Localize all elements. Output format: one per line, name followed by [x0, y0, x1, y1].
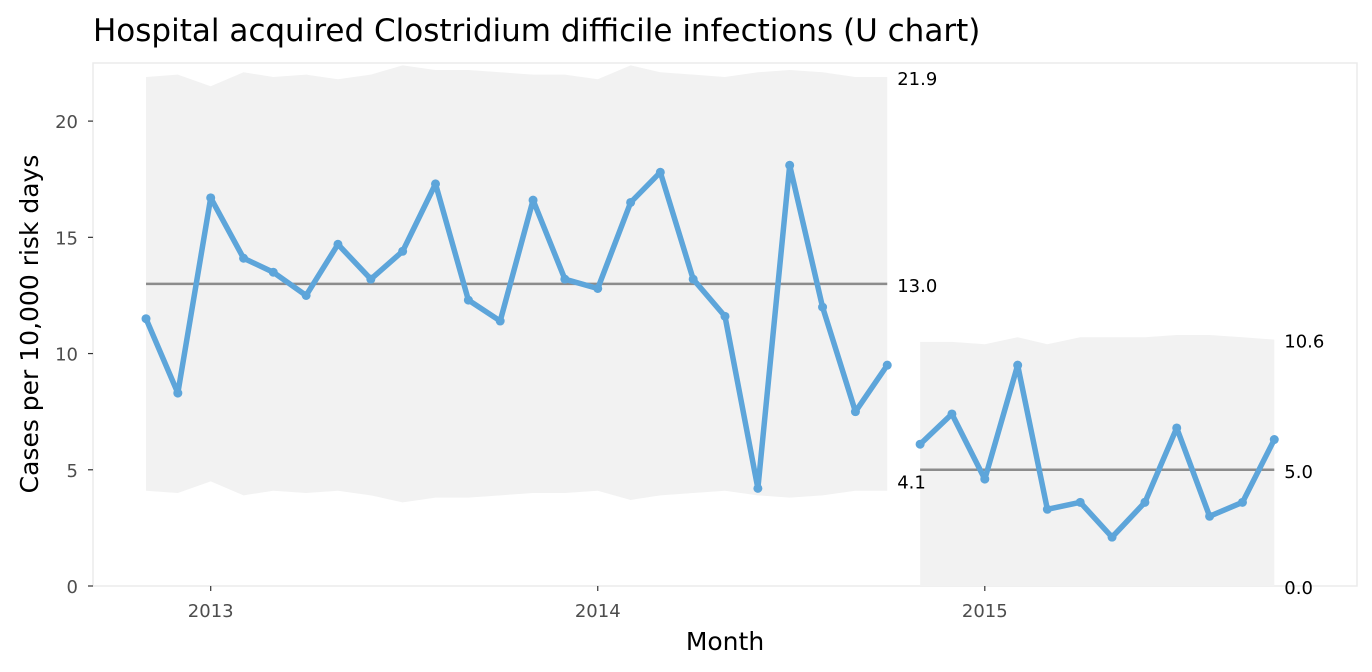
x-tick-label: 2013: [188, 601, 234, 622]
data-point: [1269, 435, 1279, 445]
data-point: [1237, 497, 1247, 507]
data-point: [206, 193, 216, 203]
data-points: [141, 160, 1279, 542]
x-tick-label: 2015: [962, 601, 1008, 622]
data-point: [141, 314, 151, 324]
data-point: [882, 360, 892, 370]
data-point: [495, 316, 505, 326]
y-axis-title: Cases per 10,000 risk days: [15, 155, 44, 494]
data-point: [528, 195, 538, 205]
data-point: [560, 274, 570, 284]
data-point: [301, 290, 311, 300]
data-point: [1140, 497, 1150, 507]
data-point: [1013, 360, 1023, 370]
data-point: [753, 483, 763, 493]
lcl-label: 4.1: [897, 473, 926, 494]
data-point: [655, 167, 665, 177]
data-point: [239, 253, 249, 263]
series-line-2: [917, 362, 1278, 540]
data-point: [818, 302, 828, 312]
data-point: [431, 179, 441, 189]
data-point: [785, 160, 795, 170]
ucl-label: 21.9: [897, 69, 937, 90]
y-tick-label: 5: [67, 461, 78, 482]
series-line-1: [143, 162, 890, 492]
limit-labels: 21.9 13.0 4.1 10.6 5.0 0.0: [897, 69, 1324, 599]
center-line-label: 13.0: [897, 276, 937, 297]
y-tick-label: 20: [55, 112, 78, 133]
data-point: [915, 439, 925, 449]
data-point: [1107, 532, 1117, 542]
data-point: [1172, 423, 1182, 433]
data-point: [1205, 511, 1215, 521]
y-tick-label: 0: [67, 577, 78, 598]
x-axis: 2013 2014 2015: [188, 586, 1008, 622]
center-line-label: 5.0: [1284, 462, 1313, 483]
data-point: [688, 274, 698, 284]
data-series: [143, 162, 1278, 540]
data-point: [366, 274, 376, 284]
x-axis-title: Month: [686, 627, 764, 656]
ucl-label: 10.6: [1284, 332, 1324, 353]
data-point: [268, 267, 278, 277]
data-point: [333, 239, 343, 249]
data-point: [593, 283, 603, 293]
y-axis: 0 5 10 15 20: [55, 112, 93, 598]
chart-title: Hospital acquired Clostridium difficile …: [93, 13, 980, 49]
x-tick-label: 2014: [575, 601, 621, 622]
data-point: [463, 295, 473, 305]
data-point: [398, 246, 408, 256]
data-point: [947, 409, 957, 419]
data-point: [980, 474, 990, 484]
data-point: [173, 388, 183, 398]
y-tick-label: 15: [55, 228, 78, 249]
data-point: [720, 311, 730, 321]
lcl-label: 0.0: [1284, 578, 1313, 599]
data-point: [626, 197, 636, 207]
data-point: [1042, 504, 1052, 514]
data-point: [850, 407, 860, 417]
y-tick-label: 10: [55, 345, 78, 366]
data-point: [1075, 497, 1085, 507]
